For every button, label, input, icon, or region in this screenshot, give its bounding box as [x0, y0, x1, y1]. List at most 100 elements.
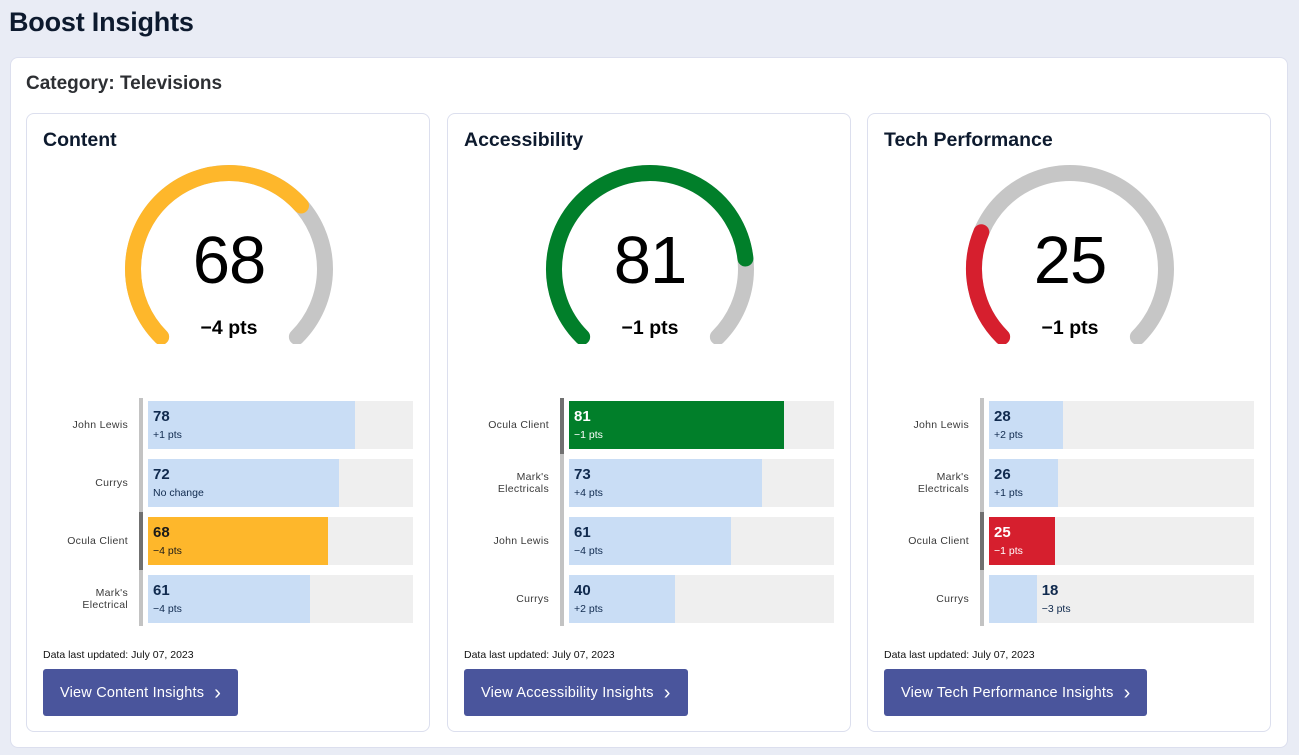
bar-fill: [569, 459, 763, 507]
bar-row: Mark's Electrical 61 −4 pts: [27, 575, 431, 623]
metric-card-tech-performance: Tech Performance 25 −1 pts John Lewis 28 +2 p…: [867, 113, 1271, 732]
gauge-delta: −1 pts: [621, 317, 679, 339]
bar-track: 61 −4 pts: [569, 517, 834, 565]
gauge-delta: −4 pts: [200, 317, 258, 339]
gauge-score: 81: [613, 223, 688, 298]
bar-label-text: Ocula Client: [488, 419, 549, 431]
button-label: View Tech Performance Insights: [901, 684, 1114, 701]
bar-label: John Lewis: [448, 517, 549, 565]
gauge-score: 25: [1033, 223, 1108, 298]
score-gauge: 81 −1 pts: [540, 164, 760, 344]
bar-label: John Lewis: [27, 401, 128, 449]
bar-fill: [569, 575, 675, 623]
gauge-fill: [966, 224, 1011, 344]
bar-change: No change: [153, 487, 204, 499]
bar-row: Currys 18 −3 pts: [868, 575, 1272, 623]
bar-track: 28 +2 pts: [989, 401, 1254, 449]
gauge-score: 68: [192, 223, 267, 298]
score-gauge: 68 −4 pts: [119, 164, 339, 344]
bar-label: Currys: [448, 575, 549, 623]
bar-fill: [148, 459, 339, 507]
bar-track: 61 −4 pts: [148, 575, 413, 623]
button-label: View Accessibility Insights: [481, 684, 654, 701]
gauge-fill: [546, 165, 754, 344]
bar-fill: [148, 401, 355, 449]
competitor-bar-chart: John Lewis 78 +1 pts Currys 72 No change Ocula…: [27, 398, 431, 626]
axis-segment: [139, 570, 143, 626]
bar-fill: [989, 459, 1058, 507]
bar-fill: [989, 575, 1037, 623]
category-panel: Category: Televisions Content 68 −4 pts Joh…: [10, 57, 1288, 748]
bar-label-text: John Lewis: [913, 419, 969, 431]
last-updated-text: Data last updated: July 07, 2023: [464, 649, 615, 661]
page-title: Boost Insights: [9, 7, 194, 37]
bar-track: 25 −1 pts: [989, 517, 1254, 565]
axis-segment: [560, 512, 564, 570]
bar-label-text: Ocula Client: [908, 535, 969, 547]
bar-track: 73 +4 pts: [569, 459, 834, 507]
chevron-right-icon: ›: [663, 681, 671, 704]
category-title: Category: Televisions: [26, 73, 223, 94]
competitor-bar-chart: John Lewis 28 +2 pts Mark's Electricals 26 +1…: [868, 398, 1272, 626]
view-contentinsights-button[interactable]: View Content Insights ›: [43, 669, 239, 716]
bar-row: Mark's Electricals 26 +1 pts: [868, 459, 1272, 507]
metric-card-content: Content 68 −4 pts John Lewis 78 +1 pts Currys 7…: [26, 113, 430, 732]
view-accessibilityinsights-button[interactable]: View Accessibility Insights ›: [464, 669, 688, 716]
button-label: View Content Insights: [60, 684, 205, 701]
bar-fill: [148, 575, 310, 623]
axis-segment-highlight: [139, 512, 143, 570]
bar-track: 81 −1 pts: [569, 401, 834, 449]
card-title: Accessibility: [464, 129, 584, 151]
bar-change: +4 pts: [574, 487, 603, 499]
bar-row: Ocula Client 68 −4 pts: [27, 517, 431, 565]
bar-label-text: Mark's Electrical: [82, 587, 128, 611]
bar-change: −1 pts: [574, 429, 603, 441]
bar-change: +2 pts: [574, 603, 603, 615]
bar-track: 72 No change: [148, 459, 413, 507]
bar-value: 78: [153, 408, 170, 425]
score-gauge: 25 −1 pts: [960, 164, 1180, 344]
bar-change: +2 pts: [994, 429, 1023, 441]
chevron-right-icon: ›: [1123, 681, 1131, 704]
bar-value: 28: [994, 408, 1011, 425]
bar-row: Mark's Electricals 73 +4 pts: [448, 459, 852, 507]
bar-label: Ocula Client: [868, 517, 969, 565]
bar-row: Ocula Client 81 −1 pts: [448, 401, 852, 449]
bar-fill: [989, 401, 1064, 449]
bar-label: Currys: [27, 459, 128, 507]
bar-label: Ocula Client: [448, 401, 549, 449]
competitor-bar-chart: Ocula Client 81 −1 pts Mark's Electricals 73…: [448, 398, 852, 626]
bar-change: −3 pts: [1041, 603, 1071, 615]
bar-track: 18 −3 pts: [989, 575, 1254, 623]
bar-row: Currys 72 No change: [27, 459, 431, 507]
bar-label-text: Currys: [516, 593, 549, 605]
bar-row: John Lewis 78 +1 pts: [27, 401, 431, 449]
bar-value: 81: [574, 408, 591, 425]
bar-change: −4 pts: [574, 545, 603, 557]
axis-segment: [980, 570, 984, 626]
bar-label: Mark's Electricals: [448, 459, 549, 507]
bar-value: 73: [574, 466, 591, 483]
view-tech-performanceinsights-button[interactable]: View Tech Performance Insights ›: [884, 669, 1148, 716]
bar-value: 61: [153, 582, 170, 599]
bar-fill-client: [569, 401, 784, 449]
axis-segment: [560, 570, 564, 626]
bar-fill-client: [148, 517, 329, 565]
bar-change: −4 pts: [153, 545, 182, 557]
bar-track: 26 +1 pts: [989, 459, 1254, 507]
bar-change: +1 pts: [994, 487, 1023, 499]
axis-segment-highlight: [980, 512, 984, 570]
last-updated-text: Data last updated: July 07, 2023: [884, 649, 1035, 661]
axis-segment-highlight: [560, 398, 564, 454]
bar-row: Ocula Client 25 −1 pts: [868, 517, 1272, 565]
bar-value: 18: [1041, 582, 1059, 599]
bar-change: −1 pts: [994, 545, 1023, 557]
gauge-delta: −1 pts: [1041, 317, 1099, 339]
bar-value: 61: [574, 524, 591, 541]
bar-label: John Lewis: [868, 401, 969, 449]
last-updated-text: Data last updated: July 07, 2023: [43, 649, 194, 661]
bar-label: Mark's Electricals: [868, 459, 969, 507]
bar-change: −4 pts: [153, 603, 182, 615]
bar-value: 68: [153, 524, 170, 541]
gauge-fill: [125, 165, 310, 344]
